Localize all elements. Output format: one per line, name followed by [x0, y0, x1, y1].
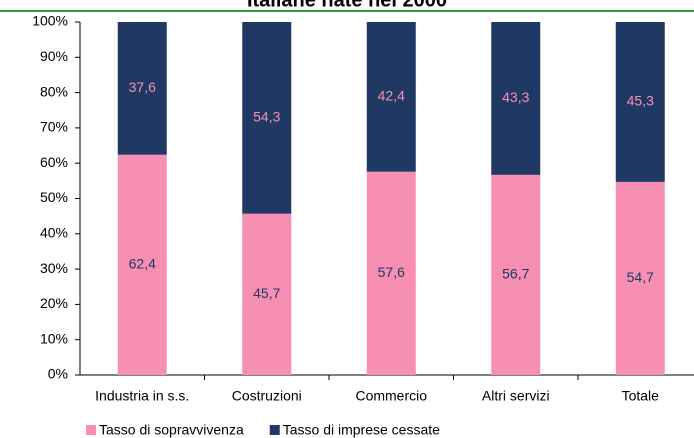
- y-tick-label: 30%: [40, 260, 68, 276]
- y-tick-label: 70%: [40, 119, 68, 135]
- bar-segment: [366, 22, 416, 172]
- bar-segment: [491, 22, 541, 175]
- legend-label: Tasso di sopravvivenza: [99, 422, 244, 438]
- y-tick-label: 20%: [40, 295, 68, 311]
- x-tick-label: Industria in s.s.: [95, 388, 189, 404]
- legend-label: Tasso di imprese cessate: [283, 422, 440, 438]
- y-tick-label: 0%: [48, 366, 68, 382]
- x-tick-label: Totale: [622, 388, 660, 404]
- y-tick-label: 80%: [40, 83, 68, 99]
- chart-title: Italiane nate nel 2000: [247, 0, 447, 11]
- y-tick-label: 40%: [40, 225, 68, 241]
- value-label: 57,6: [378, 264, 405, 280]
- y-tick-label: 60%: [40, 154, 68, 170]
- bar-segment: [117, 154, 167, 375]
- value-label: 45,3: [627, 93, 654, 109]
- x-tick-label: Costruzioni: [232, 388, 302, 404]
- bar-segment: [615, 22, 665, 182]
- value-label: 45,7: [253, 285, 280, 301]
- bar-segment: [615, 181, 665, 375]
- legend-swatch: [86, 425, 96, 435]
- value-label: 43,3: [502, 89, 529, 105]
- y-tick-label: 90%: [40, 48, 68, 64]
- y-tick-label: 100%: [32, 13, 68, 29]
- bar-segment: [242, 22, 292, 214]
- bar-segment: [242, 213, 292, 375]
- bar-segment: [366, 171, 416, 375]
- x-tick-label: Commercio: [355, 388, 427, 404]
- legend-swatch: [269, 425, 280, 435]
- value-label: 56,7: [502, 266, 529, 282]
- value-label: 62,4: [129, 256, 156, 272]
- value-label: 37,6: [129, 79, 156, 95]
- value-label: 54,7: [627, 269, 654, 285]
- y-tick-label: 50%: [40, 189, 68, 205]
- bar-segment: [491, 174, 541, 375]
- value-label: 54,3: [253, 109, 280, 125]
- x-tick-label: Altri servizi: [482, 388, 550, 404]
- bar-segment: [117, 22, 167, 155]
- value-label: 42,4: [378, 88, 405, 104]
- y-tick-label: 10%: [40, 330, 68, 346]
